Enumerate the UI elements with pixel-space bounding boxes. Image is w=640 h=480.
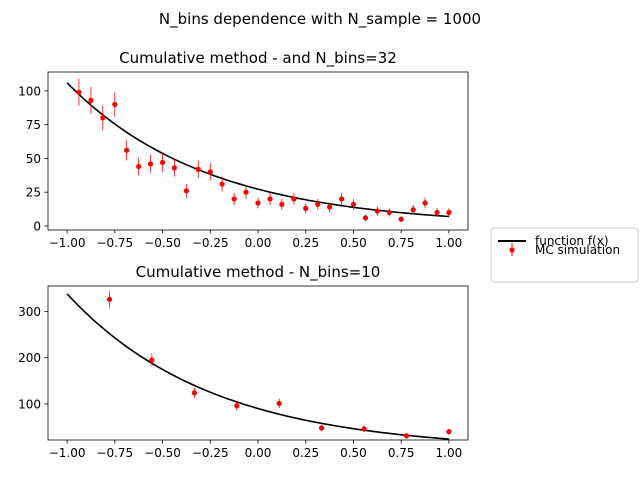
x-tick-label: 0.00 [245,446,272,460]
y-tick-label: 200 [18,351,41,365]
data-point [339,196,345,202]
data-point [149,357,155,363]
data-point [267,196,273,202]
data-point [243,189,249,195]
x-tick-label: 0.50 [340,236,367,250]
data-point [147,161,154,167]
subplot-top-ticks: −1.00 −0.75 −0.50 −0.25 0.00 0.25 0.50 0.75 1.00… [18,84,462,250]
x-tick-label: 0.25 [292,446,319,460]
function-curve [66,82,449,218]
data-point [207,169,213,175]
data-point [136,163,142,170]
figure-suptitle: N_bins dependence with N_sample = 1000 [159,10,481,29]
x-tick-label: 1.00 [436,236,463,250]
data-point [106,296,113,303]
x-tick-label: 0.00 [245,236,272,250]
data-point [403,433,410,439]
data-point [171,165,177,171]
x-tick-label: 0.25 [292,236,319,250]
data-point [422,200,428,206]
data-point [88,97,94,103]
x-tick-label: −0.25 [192,446,229,460]
x-tick-label: 0.75 [388,446,415,460]
subplot-top: Cumulative method - and N_bins=32 −1.00−… [18,49,469,250]
subplot-top-marks [66,78,452,222]
data-point [446,429,452,435]
subplot-bottom-title: Cumulative method - N_bins=10 [136,263,381,282]
data-point [191,390,198,396]
x-tick-label: 0.75 [388,236,415,250]
data-point [124,147,130,153]
data-point [112,101,118,108]
x-tick-label: −0.25 [192,236,229,250]
data-point [398,216,404,222]
subplot-bottom: Cumulative method - N_bins=10 −1.00 −0.75… [18,263,469,460]
data-point [361,426,367,432]
y-tick-label: 75 [26,118,41,132]
x-tick-label: −0.50 [144,446,181,460]
y-tick-label: 300 [18,305,41,319]
legend-label-function: function f(x) [535,234,609,248]
data-point [446,209,452,216]
data-point [291,196,297,202]
x-tick-label: −0.75 [96,236,133,250]
data-point [374,208,380,214]
legend-frame [490,227,639,283]
function-curve [66,293,449,440]
legend-label-mc: MC simulation [535,243,620,257]
data-point [318,425,325,431]
x-tick-label: 0.50 [340,446,367,460]
legend-marker-swatch [509,247,515,253]
data-point [183,188,190,194]
y-tick-label: 25 [26,186,41,200]
subplot-top-title: Cumulative method - and N_bins=32 [119,49,397,68]
data-point [386,209,392,216]
data-point [100,115,106,121]
x-tick-label: −1.00 [49,236,86,250]
y-tick-label: 100 [18,84,41,98]
x-tick-label: −0.75 [96,446,133,460]
data-point [255,200,261,206]
subplot-bottom-marks [66,291,452,440]
data-point [434,209,440,216]
data-point [159,159,166,166]
data-point [279,201,285,207]
y-tick-label: 50 [26,152,41,166]
data-point [234,403,240,409]
data-point [76,89,82,95]
data-point [231,196,237,202]
data-point [276,400,282,407]
data-point [362,215,369,221]
data-point [410,207,416,213]
data-point [219,181,225,187]
data-point [326,204,333,210]
legend: function f(x) MC simulation [490,227,639,283]
y-tick-label: 0 [33,219,41,233]
x-tick-label: −1.00 [49,446,86,460]
data-point [195,166,201,172]
x-tick-label: 1.00 [436,446,463,460]
y-tick-label: 100 [18,397,41,411]
subplot-bottom-ticks: −1.00 −0.75 −0.50 −0.25 0.00 0.25 0.50 0.75 1.00… [18,305,462,460]
data-point [303,205,309,211]
data-point [350,201,357,207]
data-point [315,201,321,207]
x-tick-label: −0.50 [144,236,181,250]
